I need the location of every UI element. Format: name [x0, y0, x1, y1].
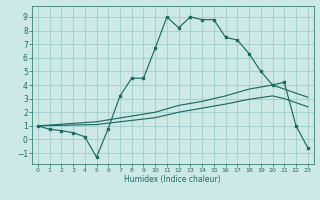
X-axis label: Humidex (Indice chaleur): Humidex (Indice chaleur) [124, 175, 221, 184]
